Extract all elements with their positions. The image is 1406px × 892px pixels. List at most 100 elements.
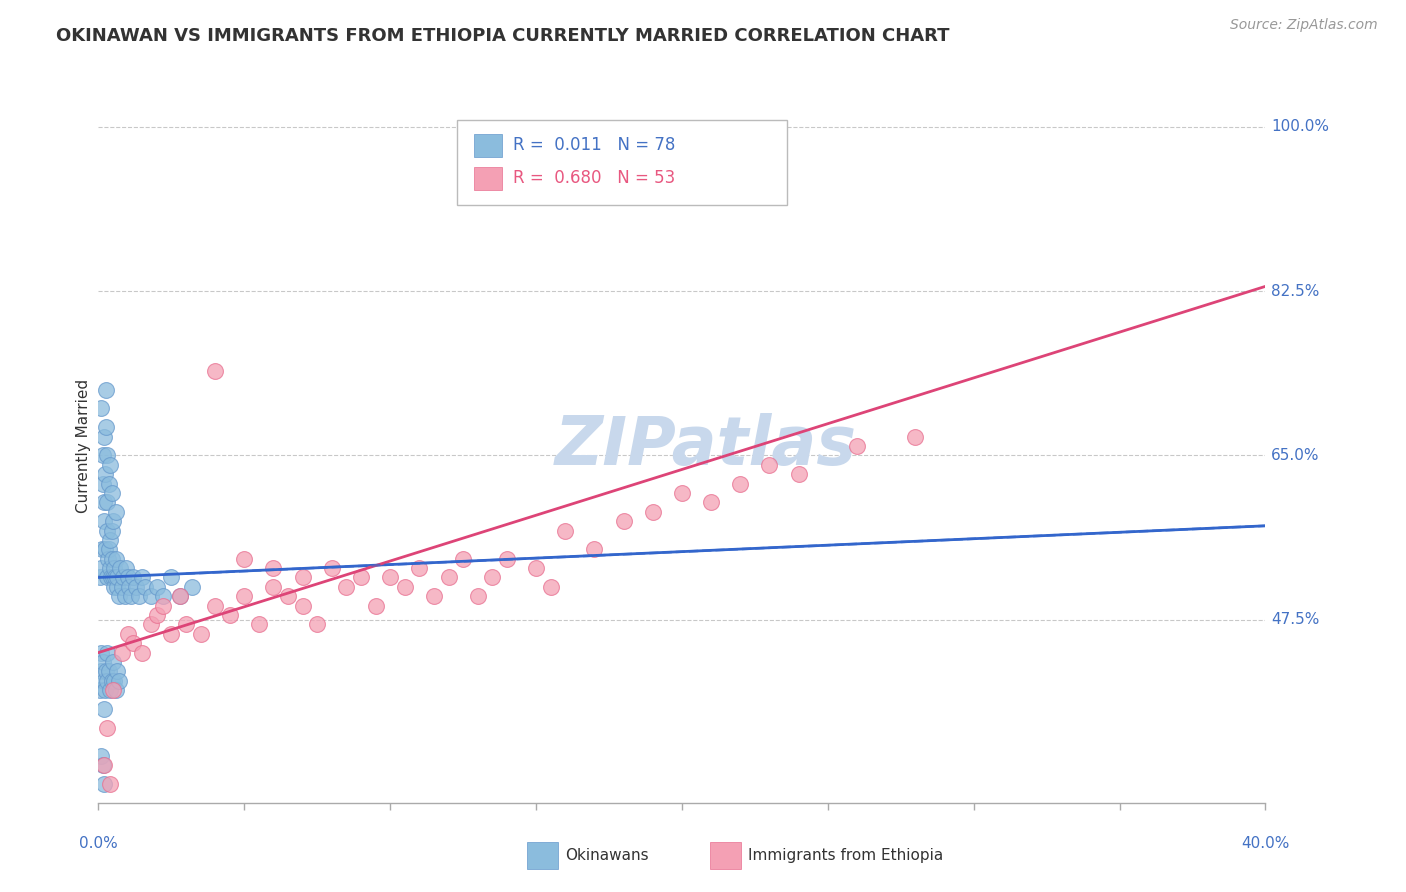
Point (93, 777, 115, 791)
Point (524, 561, 547, 575)
Point (394, 580, 416, 594)
Point (108, 673, 131, 688)
Point (378, 570, 402, 584)
Point (90, 748, 112, 763)
Point (233, 551, 256, 566)
Point (96, 495, 118, 509)
Point (277, 589, 299, 603)
Text: 82.5%: 82.5% (1271, 284, 1320, 299)
Point (90, 646, 112, 660)
Point (139, 589, 162, 603)
Point (93, 673, 115, 688)
Point (105, 570, 128, 584)
Point (120, 589, 142, 603)
Point (91, 476, 114, 491)
Point (91, 758, 114, 772)
Point (103, 673, 125, 688)
Point (105, 665, 128, 679)
Point (100, 673, 122, 688)
Point (583, 542, 606, 557)
Point (131, 570, 153, 584)
Point (139, 617, 162, 632)
Point (96, 721, 118, 735)
Point (96, 524, 118, 538)
Point (100, 486, 122, 500)
Point (218, 607, 240, 622)
Point (152, 589, 174, 603)
Point (787, 467, 810, 482)
Point (641, 505, 664, 519)
Point (98, 777, 121, 791)
Point (700, 495, 723, 509)
Point (91, 655, 114, 669)
Point (262, 580, 284, 594)
Point (93, 758, 115, 772)
Text: 65.0%: 65.0% (1271, 448, 1320, 463)
Point (101, 570, 124, 584)
Point (730, 476, 752, 491)
Point (122, 570, 145, 584)
Point (350, 570, 373, 584)
Point (98, 533, 121, 547)
Point (101, 655, 124, 669)
Point (101, 683, 124, 698)
Point (152, 599, 174, 613)
Point (100, 570, 122, 584)
Point (105, 580, 128, 594)
Point (117, 570, 139, 584)
Text: 47.5%: 47.5% (1271, 612, 1320, 627)
Text: OKINAWAN VS IMMIGRANTS FROM ETHIOPIA CURRENTLY MARRIED CORRELATION CHART: OKINAWAN VS IMMIGRANTS FROM ETHIOPIA CUR… (56, 27, 949, 45)
Text: R =  0.011   N = 78: R = 0.011 N = 78 (513, 136, 675, 154)
Point (845, 439, 868, 453)
Text: R =  0.680   N = 53: R = 0.680 N = 53 (513, 169, 675, 187)
Point (93, 495, 115, 509)
Point (451, 551, 474, 566)
Point (540, 580, 562, 594)
Point (134, 580, 156, 594)
Point (758, 458, 780, 472)
Point (131, 646, 153, 660)
Point (160, 627, 183, 641)
Point (204, 599, 226, 613)
Point (554, 524, 576, 538)
Point (89, 570, 111, 584)
Point (423, 589, 446, 603)
Text: Okinawans: Okinawans (565, 848, 648, 863)
Point (98, 683, 121, 698)
Point (291, 599, 314, 613)
Point (262, 561, 284, 575)
Point (94, 383, 117, 397)
Point (90, 561, 112, 575)
Point (91, 449, 114, 463)
Point (97, 665, 120, 679)
Text: ZIPatlas: ZIPatlas (554, 413, 856, 479)
Point (122, 636, 145, 650)
Point (481, 570, 503, 584)
Point (233, 589, 256, 603)
Point (204, 364, 226, 378)
Point (111, 580, 134, 594)
Point (98, 458, 121, 472)
Point (612, 514, 634, 528)
Point (104, 505, 127, 519)
Point (671, 486, 693, 500)
Point (94, 542, 117, 557)
Point (174, 617, 197, 632)
Text: 0.0%: 0.0% (79, 836, 118, 851)
Point (89, 683, 111, 698)
Point (125, 580, 148, 594)
Point (93, 429, 115, 443)
Point (114, 589, 136, 603)
Point (97, 551, 120, 566)
Point (93, 702, 115, 716)
Point (160, 570, 183, 584)
Point (169, 589, 191, 603)
Point (364, 599, 387, 613)
Y-axis label: Currently Married: Currently Married (76, 379, 91, 513)
Point (117, 627, 139, 641)
Point (307, 617, 329, 632)
Point (97, 476, 120, 491)
Point (118, 580, 141, 594)
Point (104, 570, 127, 584)
Point (97, 542, 120, 557)
